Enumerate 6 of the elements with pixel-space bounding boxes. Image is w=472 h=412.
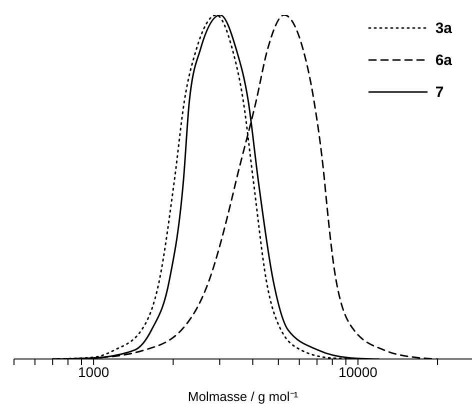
- legend-label: 3a: [435, 20, 452, 36]
- legend-label: 7: [435, 84, 444, 100]
- x-tick-label: 10000: [338, 364, 378, 380]
- legend-label: 6a: [435, 52, 452, 68]
- x-tick-label: 1000: [78, 364, 110, 380]
- x-axis-title: Molmasse / g mol⁻¹: [188, 389, 299, 404]
